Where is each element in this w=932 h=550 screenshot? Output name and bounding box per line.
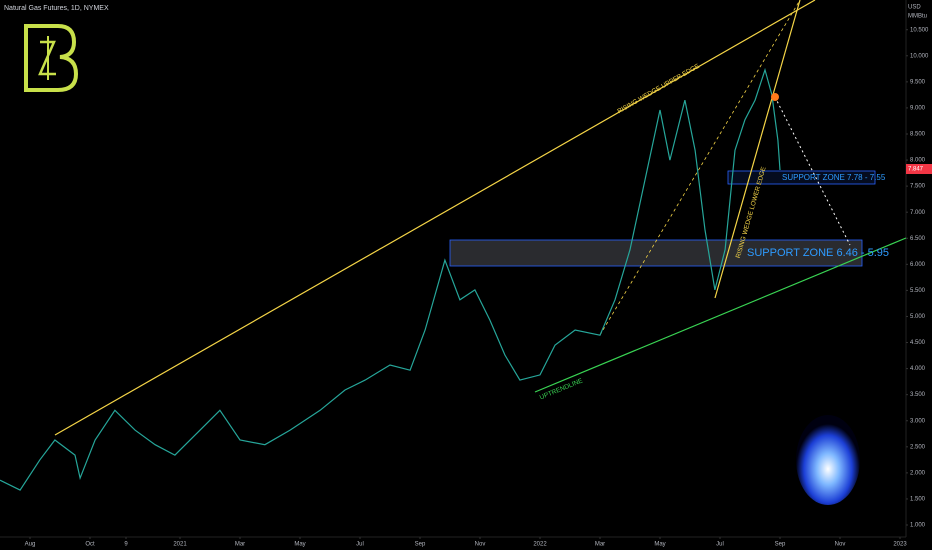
y-tick-label: 2.500 [910, 444, 926, 450]
x-tick-label: Nov [835, 542, 846, 548]
y-tick-label: 1.000 [910, 523, 926, 529]
y-tick-label: 5.000 [910, 314, 926, 320]
y-tick-label: 1.500 [910, 497, 926, 503]
x-tick-label: Oct [85, 542, 95, 548]
y-tick-label: 9.000 [910, 105, 926, 111]
flame [796, 415, 860, 505]
y-tick-label: 6.500 [910, 236, 926, 242]
price-tag-label: 7.847 [908, 167, 924, 173]
y-tick-label: 10.500 [910, 27, 929, 33]
support-zone-lower [449, 239, 863, 267]
x-tick-label: May [294, 542, 305, 548]
dotted-line [599, 0, 801, 336]
unit: USD [908, 5, 921, 11]
y-tick-label: 9.500 [910, 79, 926, 85]
y-tick-label: 7.000 [910, 210, 926, 216]
y-tick-label: 2.000 [910, 470, 926, 476]
breakdown-marker [771, 93, 779, 101]
support-zone-lower-label: SUPPORT ZONE 6.46 - 5.95 [747, 247, 889, 259]
logo [24, 24, 79, 92]
support-zone-upper [727, 170, 876, 185]
y-tick-label: 3.000 [910, 418, 926, 424]
chart-title: Natural Gas Futures, 1D, NYMEX [4, 5, 109, 12]
x-tick-label: Jul [356, 542, 364, 548]
x-tick-label: Mar [595, 542, 605, 548]
x-tick-label: 9 [124, 542, 128, 548]
y-tick-label: 7.500 [910, 184, 926, 190]
x-tick-label: Sep [775, 542, 786, 548]
y-tick-label: 8.000 [910, 158, 926, 164]
price-tag [906, 164, 932, 174]
uptrendline [534, 237, 907, 393]
y-tick-label: 8.500 [910, 132, 926, 138]
y-tick-label: 3.500 [910, 392, 926, 398]
x-tick-label: Jul [716, 542, 724, 548]
price-line [0, 67, 781, 491]
x-tick-label: Mar [235, 542, 245, 548]
unit-sub: MMBtu [908, 14, 927, 20]
y-tick-label: 6.000 [910, 262, 926, 268]
wedge-upper-edge [54, 0, 816, 436]
y-tick-label: 10.000 [910, 53, 929, 59]
x-tick-label: Nov [475, 542, 486, 548]
support-zone-upper-label: SUPPORT ZONE 7.78 - 7.55 [782, 173, 886, 182]
x-tick-label: Aug [25, 542, 36, 548]
x-tick-label: May [654, 542, 665, 548]
x-tick-label: Sep [415, 542, 426, 548]
y-tick-label: 4.000 [910, 366, 926, 372]
y-tick-label: 5.500 [910, 288, 926, 294]
x-tick-label: 2023 [893, 542, 907, 548]
x-tick-label: 2022 [533, 542, 547, 548]
y-tick-label: 4.500 [910, 340, 926, 346]
wedge-lower-edge [714, 0, 801, 299]
x-tick-label: 2021 [173, 542, 187, 548]
